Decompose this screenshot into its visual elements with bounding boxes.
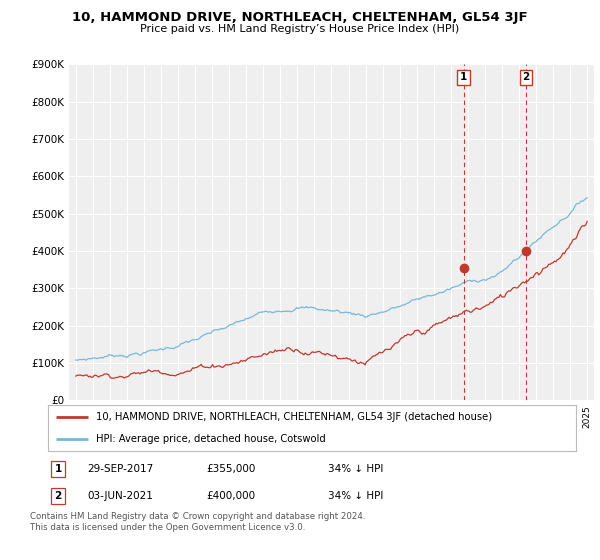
Text: £355,000: £355,000 [206, 464, 256, 474]
Text: 2: 2 [55, 491, 62, 501]
Text: 1: 1 [460, 72, 467, 82]
Text: 1: 1 [55, 464, 62, 474]
Text: HPI: Average price, detached house, Cotswold: HPI: Average price, detached house, Cots… [95, 435, 325, 444]
Text: 03-JUN-2021: 03-JUN-2021 [88, 491, 154, 501]
Text: 2: 2 [523, 72, 530, 82]
Text: 10, HAMMOND DRIVE, NORTHLEACH, CHELTENHAM, GL54 3JF: 10, HAMMOND DRIVE, NORTHLEACH, CHELTENHA… [72, 11, 528, 24]
Text: Price paid vs. HM Land Registry’s House Price Index (HPI): Price paid vs. HM Land Registry’s House … [140, 24, 460, 34]
Text: 34% ↓ HPI: 34% ↓ HPI [328, 464, 383, 474]
Text: 29-SEP-2017: 29-SEP-2017 [88, 464, 154, 474]
Text: 10, HAMMOND DRIVE, NORTHLEACH, CHELTENHAM, GL54 3JF (detached house): 10, HAMMOND DRIVE, NORTHLEACH, CHELTENHA… [95, 412, 491, 422]
Text: £400,000: £400,000 [206, 491, 256, 501]
Text: Contains HM Land Registry data © Crown copyright and database right 2024.
This d: Contains HM Land Registry data © Crown c… [30, 512, 365, 532]
Text: 34% ↓ HPI: 34% ↓ HPI [328, 491, 383, 501]
